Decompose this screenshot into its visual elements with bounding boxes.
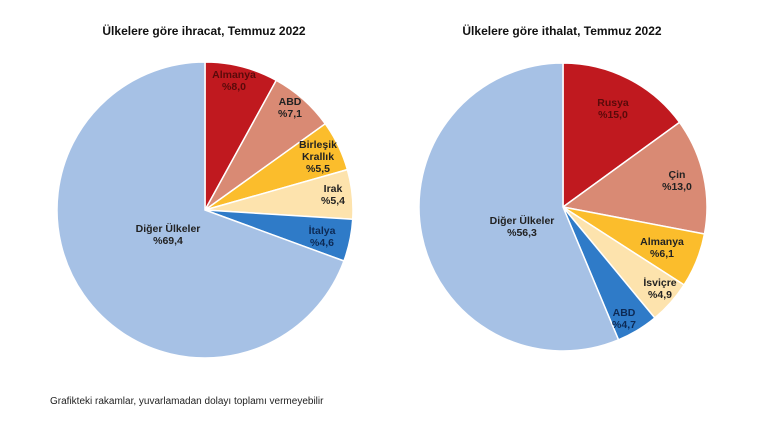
slice-name: İsviçre — [643, 276, 676, 289]
slice-name: Diğer Ülkeler — [490, 214, 555, 227]
slice-label: Almanya %6,1 — [640, 236, 684, 260]
slice-label: Rusya %15,0 — [597, 97, 629, 121]
slice-name: İtalya — [309, 224, 336, 237]
slice-label: İtalya %4,6 — [309, 224, 336, 249]
pie-slice — [562, 62, 681, 209]
slice-value: %5,5 — [306, 163, 330, 175]
slice-label: İsviçre %4,9 — [643, 276, 676, 301]
slice-label: Birleşik Krallık %5,5 — [299, 139, 337, 175]
slice-name: Rusya — [597, 97, 629, 109]
slice-value: %4,7 — [612, 319, 636, 331]
chart-title-imports: Ülkelere göre ithalat, Temmuz 2022 — [462, 23, 662, 38]
slice-label: Çin %13,0 — [662, 169, 692, 193]
slice-name: Krallık — [302, 151, 334, 163]
slice-name: ABD — [613, 307, 636, 319]
slice-label: Irak %5,4 — [321, 183, 345, 207]
slice-label: Almanya %8,0 — [212, 69, 256, 93]
slice-name: Çin — [669, 169, 686, 181]
slice-value: %6,1 — [650, 248, 674, 260]
slice-name: Irak — [324, 183, 343, 195]
slice-value: %8,0 — [222, 81, 246, 93]
pie-slice — [56, 61, 345, 359]
slice-value: %7,1 — [278, 108, 302, 120]
slice-label: Diğer Ülkeler %69,4 — [136, 222, 201, 247]
slice-label: ABD %4,7 — [612, 307, 636, 331]
slice-value: %56,3 — [507, 227, 537, 239]
slice-value: %4,9 — [648, 289, 672, 301]
pie-slice — [418, 62, 620, 352]
slice-value: %4,6 — [310, 237, 334, 249]
slice-name: Diğer Ülkeler — [136, 222, 201, 235]
slice-label: Diğer Ülkeler %56,3 — [490, 214, 555, 239]
slice-value: %15,0 — [598, 109, 628, 121]
slice-name: Almanya — [212, 69, 256, 81]
slice-value: %5,4 — [321, 195, 345, 207]
slice-label: ABD %7,1 — [278, 96, 302, 120]
footnote: Grafikteki rakamlar, yuvarlamadan dolayı… — [50, 396, 324, 407]
slice-name: Almanya — [640, 236, 684, 248]
slice-name: Birleşik — [299, 139, 337, 151]
slice-value: %13,0 — [662, 181, 692, 193]
pie-slice — [561, 121, 708, 235]
slice-value: %69,4 — [153, 235, 183, 247]
chart-title-exports: Ülkelere göre ihracat, Temmuz 2022 — [102, 23, 306, 38]
slice-name: ABD — [279, 96, 302, 108]
